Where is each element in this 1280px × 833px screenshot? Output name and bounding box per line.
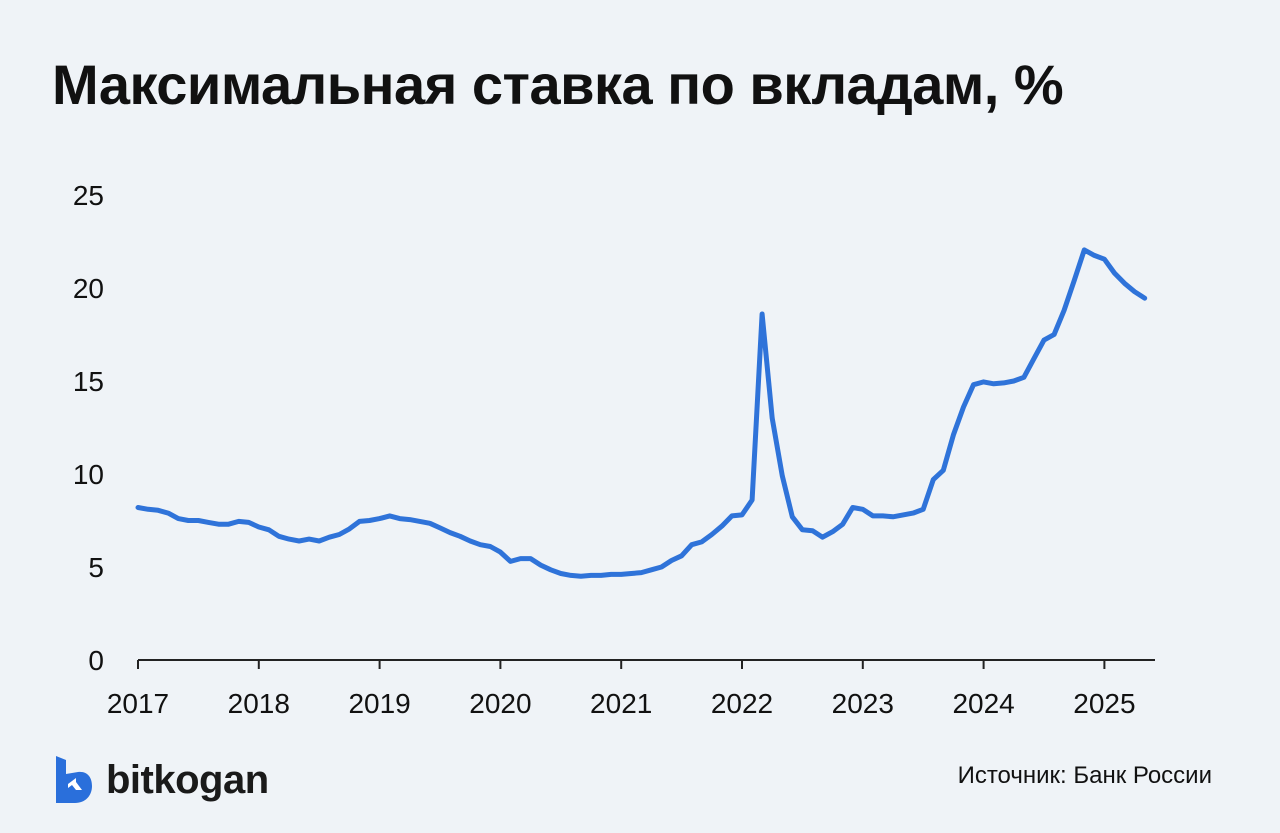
bitkogan-logo-icon: [56, 756, 92, 803]
y-tick-label: 15: [73, 366, 104, 397]
x-tick-label: 2025: [1073, 688, 1135, 719]
y-axis-ticks: 0 5 10 15 20 25: [73, 180, 104, 676]
brand-name: bitkogan: [106, 757, 269, 802]
x-tick-label: 2019: [348, 688, 410, 719]
x-tick-label: 2017: [107, 688, 169, 719]
source-note: Источник: Банк России: [957, 762, 1212, 789]
x-tick-label: 2022: [711, 688, 773, 719]
y-tick-label: 25: [73, 180, 104, 211]
chart-title: Максимальная ставка по вкладам, %: [52, 53, 1064, 116]
series-line: [135, 247, 1148, 579]
x-tick-label: 2024: [952, 688, 1014, 719]
y-tick-label: 10: [73, 459, 104, 490]
x-tick-label: 2018: [228, 688, 290, 719]
y-tick-label: 20: [73, 273, 104, 304]
brand-logo: bitkogan: [52, 754, 269, 806]
y-tick-label: 5: [88, 552, 104, 583]
x-tick-label: 2021: [590, 688, 652, 719]
x-tick-label: 2023: [832, 688, 894, 719]
y-tick-label: 0: [88, 645, 104, 676]
x-axis: 2017 2018 2019 2020 2021 2022 2023 2024 2025: [107, 659, 1155, 719]
x-tick-label: 2020: [469, 688, 531, 719]
